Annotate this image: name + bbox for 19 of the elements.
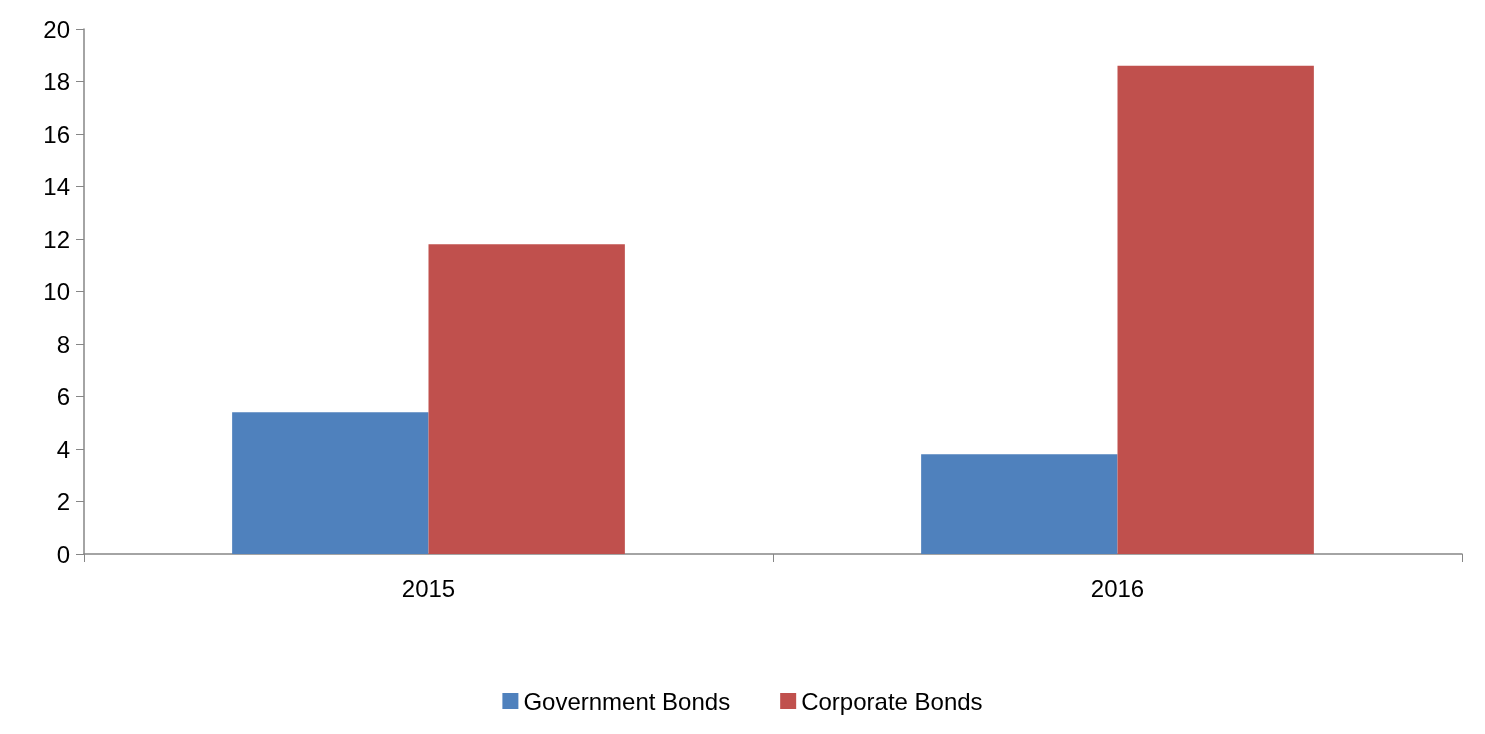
y-tick-label: 2: [56, 488, 70, 515]
bar: [921, 454, 1118, 554]
y-tick-label: 6: [56, 383, 70, 410]
y-tick-label: 18: [43, 68, 70, 95]
legend-label: Corporate Bonds: [801, 687, 983, 715]
legend-label: Government Bonds: [523, 687, 731, 715]
y-tick-label: 14: [43, 173, 70, 200]
y-tick-label: 12: [43, 225, 70, 253]
y-tick-label: 8: [56, 330, 70, 358]
y-tick-label: 16: [43, 120, 70, 148]
bar: [232, 412, 429, 554]
y-tick-label: 0: [56, 540, 70, 568]
bar: [428, 244, 625, 554]
bar: [1117, 65, 1314, 554]
y-tick-label: 4: [56, 435, 70, 463]
y-tick-label: 10: [43, 278, 70, 305]
x-tick-label: 2015: [401, 574, 456, 602]
y-tick-label: 20: [43, 15, 70, 43]
x-tick-label: 2016: [1090, 574, 1145, 602]
